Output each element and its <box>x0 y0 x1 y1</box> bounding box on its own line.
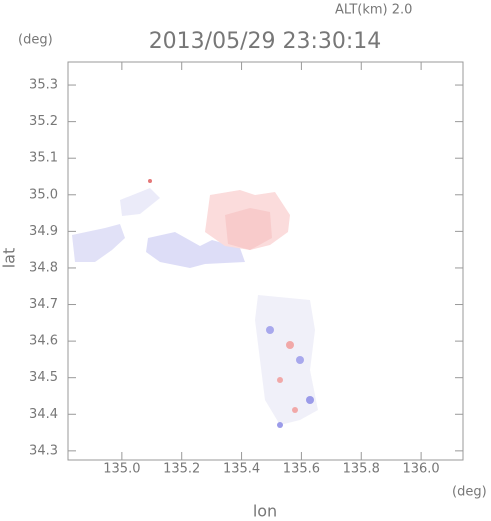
echo <box>266 326 274 334</box>
chart-title: 2013/05/29 23:30:14 <box>149 29 382 54</box>
echo-field <box>72 179 318 428</box>
echo <box>292 407 298 413</box>
y-tick-label: 34.6 <box>29 334 58 349</box>
y-tick-label: 34.9 <box>29 224 58 239</box>
y-tick-label: 35.1 <box>29 151 58 166</box>
y-tick-label: 34.8 <box>29 260 58 275</box>
subtitle: ALT(km) 2.0 <box>335 3 412 18</box>
y-tick-label: 34.3 <box>29 443 58 458</box>
x-tick-label: 135.8 <box>343 462 380 477</box>
echo <box>277 377 283 383</box>
y-tick-label: 34.7 <box>29 297 58 312</box>
echo <box>306 396 314 404</box>
y-axis-label: lat <box>0 248 19 269</box>
echo <box>286 341 294 349</box>
x-axis-label: lon <box>253 502 277 521</box>
echo <box>120 188 160 216</box>
plot-frame <box>67 61 464 461</box>
y-tick-label: 35.3 <box>29 78 58 93</box>
y-unit: (deg) <box>18 33 53 48</box>
echo <box>72 224 125 262</box>
y-tick-label: 35.2 <box>29 114 58 129</box>
y-tick-label: 35.0 <box>29 187 58 202</box>
echo <box>148 179 152 183</box>
x-tick-label: 135.6 <box>283 462 320 477</box>
x-tick-label: 136.0 <box>402 462 439 477</box>
y-tick-label: 34.5 <box>29 370 58 385</box>
x-tick-label: 135.4 <box>223 462 260 477</box>
echo <box>277 422 283 428</box>
echo <box>296 356 304 364</box>
echo <box>146 232 245 268</box>
echo <box>225 208 272 250</box>
x-unit: (deg) <box>452 485 487 500</box>
y-tick-label: 34.4 <box>29 407 58 422</box>
x-tick-label: 135.2 <box>163 462 200 477</box>
echo <box>255 295 318 425</box>
x-tick-label: 135.0 <box>103 462 140 477</box>
